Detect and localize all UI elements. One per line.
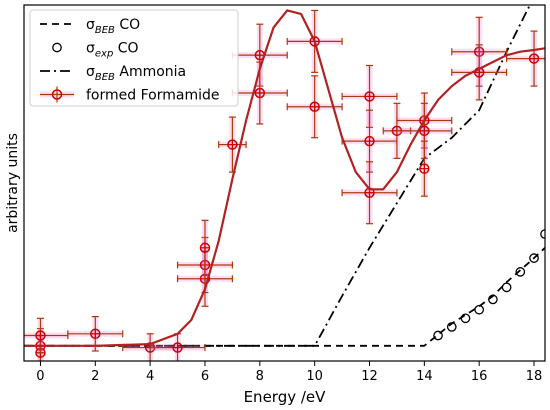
x-tick-label: 10 <box>306 369 323 384</box>
x-tick-label: 8 <box>256 369 264 384</box>
plot-frame <box>23 4 546 362</box>
data-point-formed-formamide <box>341 161 398 225</box>
y-axis-label: arbitrary units <box>5 133 21 233</box>
x-axis-label: Energy /eV <box>244 388 327 406</box>
axes: 0 2 4 6 8 10 12 14 16 18 <box>36 361 542 384</box>
data-point-exp-co <box>474 304 485 315</box>
legend-entry: σBEB Ammonia <box>40 64 186 83</box>
data-point-formed-formamide <box>419 140 430 197</box>
x-tick-label: 14 <box>416 369 433 384</box>
plot-area <box>24 5 545 361</box>
legend-circle-swatch <box>52 42 62 53</box>
x-tick-label: 16 <box>471 369 488 384</box>
legend: σBEB CO σexp CO σBEB Ammonia formed Formami… <box>29 9 239 107</box>
legend-label: σexp CO <box>86 41 139 60</box>
data-point-formed-formamide <box>286 75 343 139</box>
x-tick-label: 18 <box>526 369 543 384</box>
series-line-beb-ammonia <box>24 5 531 347</box>
data-point-exp-co <box>433 330 443 341</box>
data-point-exp-co <box>515 267 526 277</box>
legend-entry: σexp CO <box>52 41 139 60</box>
x-tick-label: 12 <box>361 369 378 384</box>
data-point-formed-formamide <box>341 64 398 129</box>
data-point-exp-co <box>501 282 512 293</box>
data-point-exp-co <box>488 294 498 305</box>
legend-entry: formed Formamide <box>40 86 219 104</box>
legend-box <box>29 9 239 107</box>
series-line-formamide-fit <box>24 9 545 347</box>
x-tick-label: 4 <box>146 369 154 384</box>
legend-entry: σBEB CO <box>40 17 140 36</box>
legend-marker-circle <box>51 89 63 100</box>
x-tick-label: 0 <box>36 369 44 384</box>
legend-label: σBEB CO <box>86 17 140 36</box>
data-point-formed-formamide <box>24 317 69 354</box>
data-point-formed-formamide <box>199 219 211 276</box>
x-tick-label: 2 <box>91 369 99 384</box>
legend-label: formed Formamide <box>86 88 219 104</box>
data-point-exp-co <box>529 253 539 263</box>
x-tick-label: 6 <box>201 369 209 384</box>
data-point-exp-co <box>446 322 457 332</box>
legend-label: σBEB Ammonia <box>86 64 186 83</box>
data-point-formed-formamide <box>149 333 206 361</box>
data-point-formed-formamide <box>396 102 453 159</box>
data-point-exp-co <box>460 313 471 324</box>
